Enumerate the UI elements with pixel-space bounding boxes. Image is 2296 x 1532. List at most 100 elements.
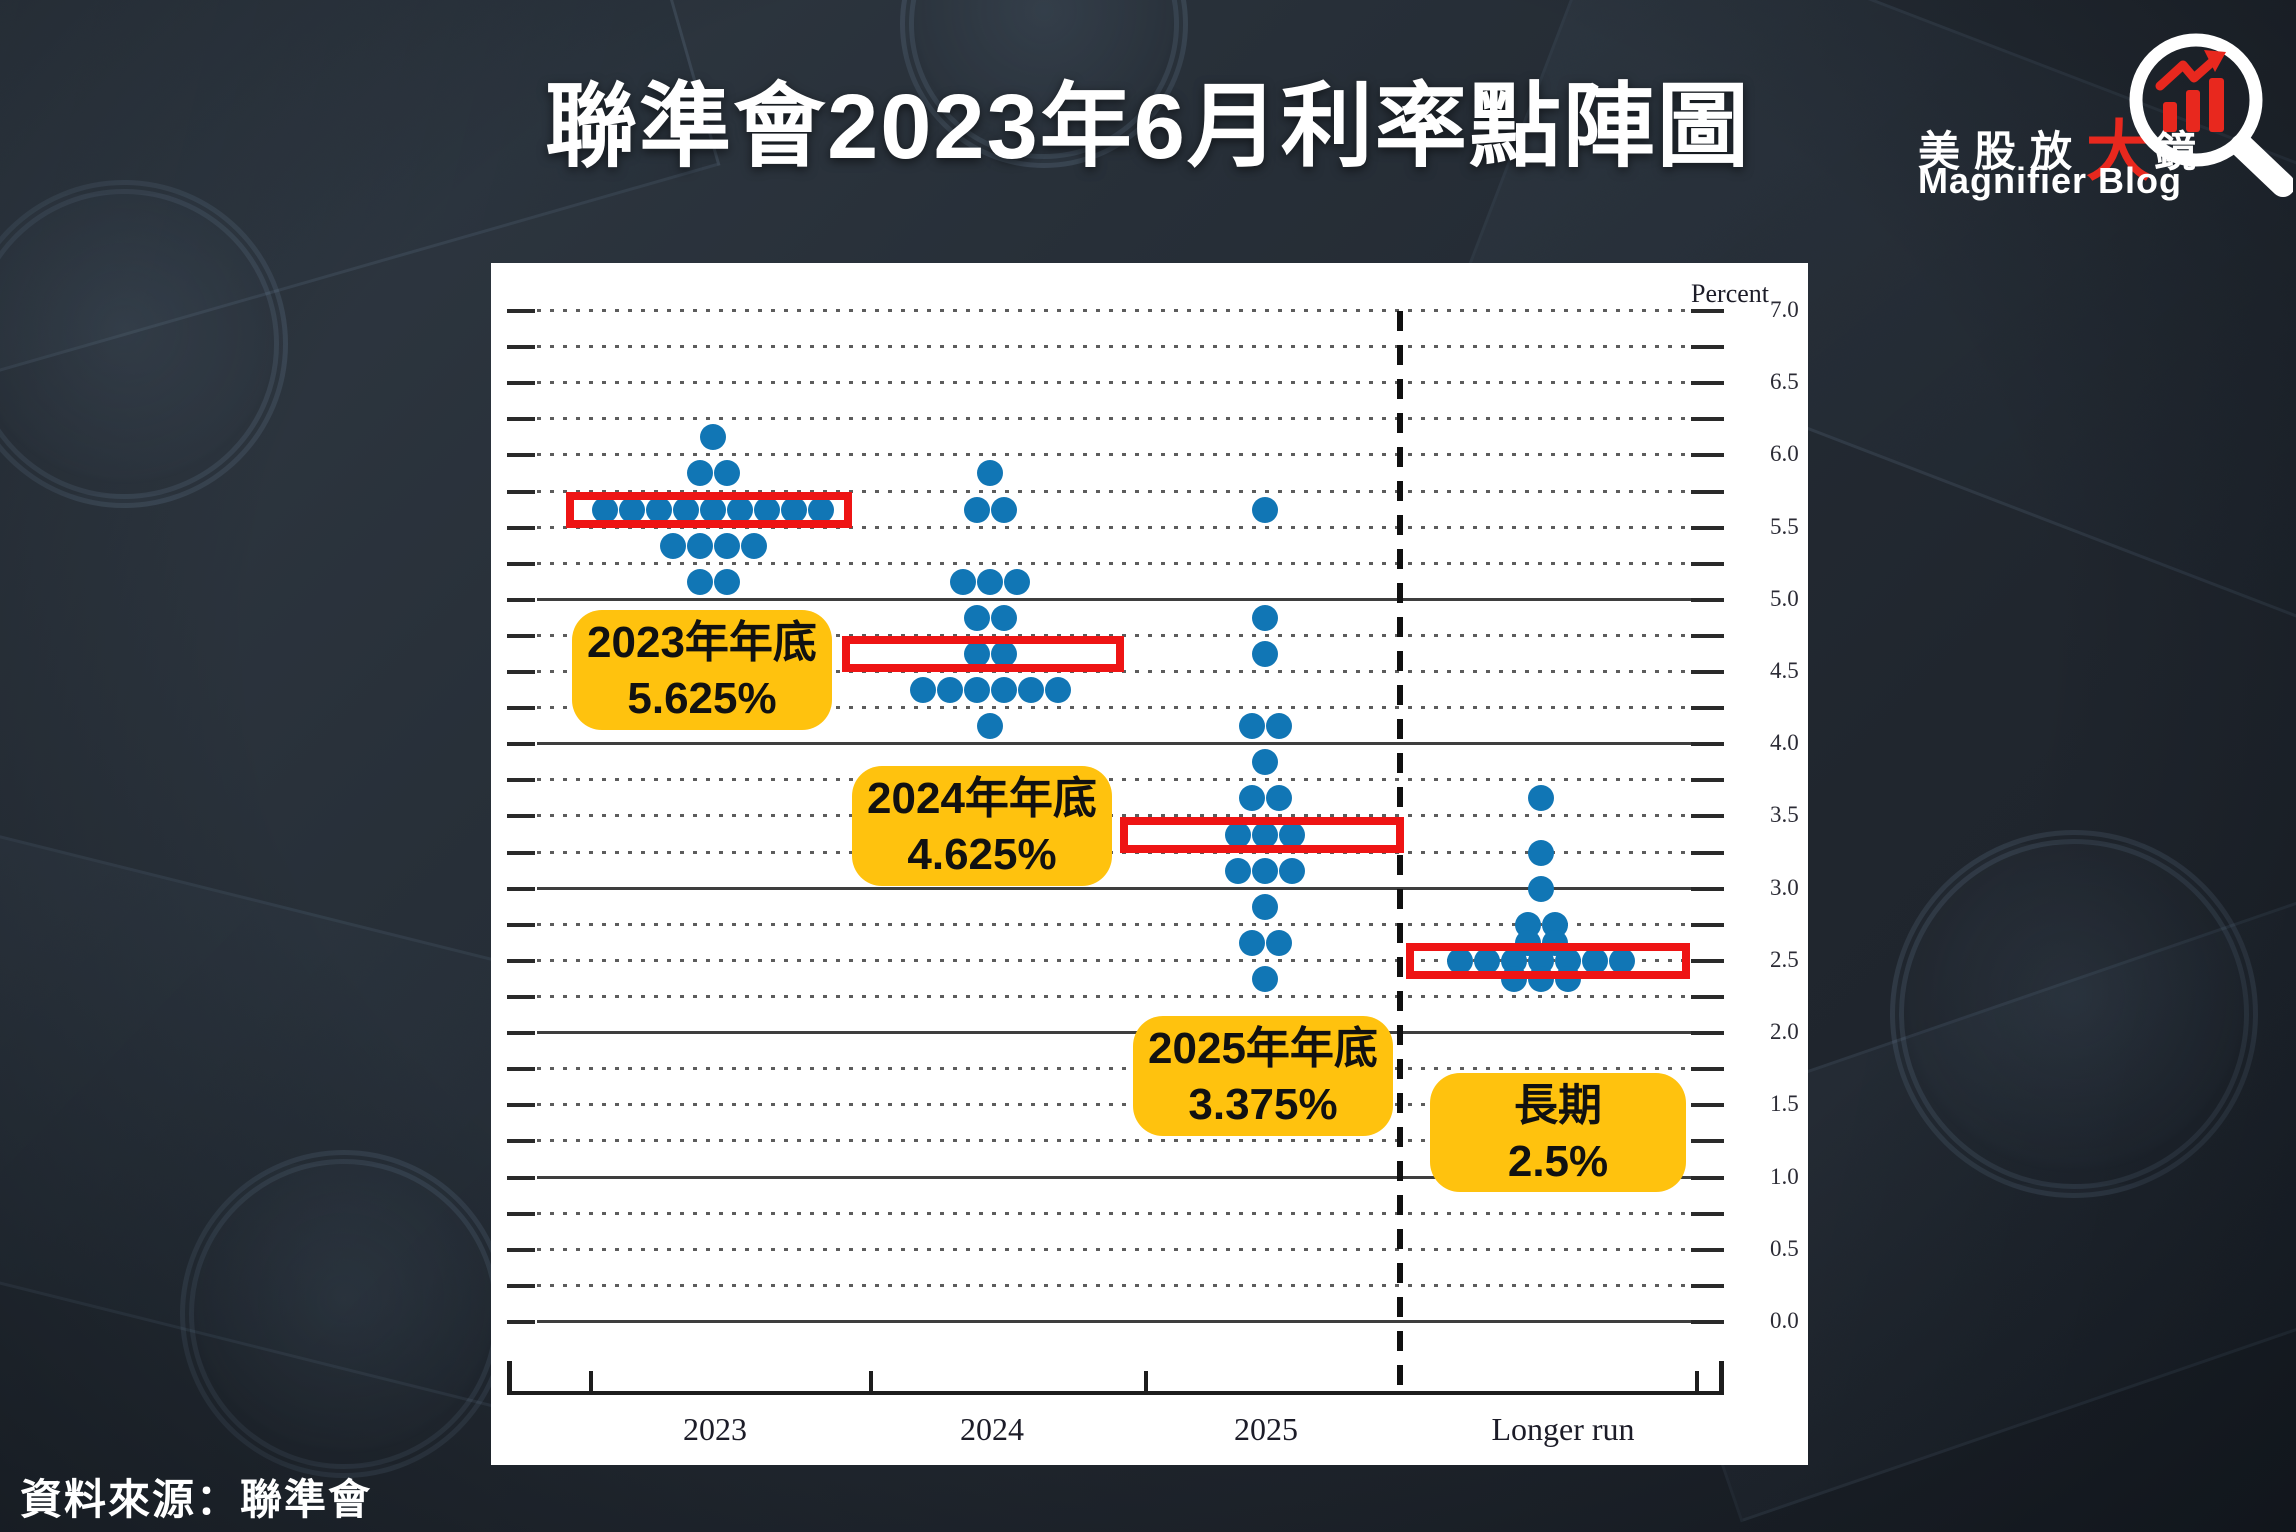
x-axis-label: Longer run bbox=[1491, 1411, 1635, 1447]
x-axis-end-tick bbox=[1719, 1361, 1724, 1391]
callout: 2025年年底 3.375% bbox=[1133, 1016, 1393, 1136]
dot bbox=[1252, 893, 1278, 920]
x-axis-label: 2024 bbox=[960, 1411, 1024, 1447]
brand-logo: 美股放大鏡 Magnifier Blog bbox=[1918, 20, 2293, 220]
dot bbox=[1528, 785, 1554, 812]
dot bbox=[963, 641, 990, 667]
dot bbox=[1265, 785, 1292, 812]
dot bbox=[1528, 875, 1554, 902]
dot-plot-panel: Percent 7.0 6.5 6.0 5.5 5.0 4.5 4.0 3.5 3.0 2.5 2.… bbox=[491, 263, 1808, 1465]
dot bbox=[646, 496, 672, 523]
dot bbox=[990, 604, 1017, 631]
dot bbox=[673, 496, 699, 523]
dot bbox=[1501, 965, 1527, 992]
y-tick-label: 2.5 bbox=[1770, 946, 1799, 972]
gridline bbox=[507, 525, 1724, 530]
dot bbox=[1252, 965, 1278, 992]
dot bbox=[977, 568, 1003, 595]
dot bbox=[1265, 929, 1292, 956]
y-tick-label: 1.0 bbox=[1770, 1163, 1799, 1189]
dot bbox=[990, 496, 1017, 523]
gridline bbox=[507, 886, 1724, 891]
dot bbox=[990, 641, 1017, 667]
callout-line1: 長期 bbox=[1514, 1081, 1602, 1130]
y-tick-label: 6.0 bbox=[1770, 441, 1799, 467]
dot bbox=[936, 677, 963, 704]
dot bbox=[963, 677, 990, 704]
dot bbox=[1044, 677, 1071, 704]
y-tick-label: 4.5 bbox=[1770, 658, 1799, 684]
y-tick-label: 3.0 bbox=[1770, 874, 1799, 900]
gridline bbox=[507, 1283, 1724, 1288]
gridline bbox=[507, 995, 1724, 1000]
gridline bbox=[507, 1320, 1724, 1324]
y-tick-label: 2.0 bbox=[1770, 1019, 1799, 1045]
median-box bbox=[1120, 816, 1404, 853]
dot bbox=[1555, 965, 1581, 992]
dot bbox=[1252, 604, 1278, 631]
y-tick-label: 0.5 bbox=[1770, 1235, 1799, 1261]
y-tick-label: 5.0 bbox=[1770, 585, 1799, 611]
dot bbox=[686, 568, 713, 595]
y-tick-label: 4.0 bbox=[1770, 730, 1799, 756]
dot bbox=[686, 532, 713, 559]
dot bbox=[1279, 857, 1305, 884]
gridline bbox=[507, 1175, 1724, 1180]
callout-value: 5.625% bbox=[627, 674, 777, 723]
dot bbox=[1265, 713, 1292, 740]
dot bbox=[1252, 857, 1278, 884]
dot bbox=[1017, 677, 1044, 704]
dot bbox=[700, 424, 726, 451]
gridline bbox=[507, 1139, 1724, 1144]
magnifier-chart-icon bbox=[2129, 33, 2293, 197]
gridline bbox=[507, 633, 1724, 638]
dot bbox=[659, 532, 686, 559]
callout: 2024年年底 4.625% bbox=[852, 766, 1112, 886]
brand-name-en: Magnifier Blog bbox=[1918, 160, 2182, 201]
dot bbox=[1447, 947, 1473, 974]
dot bbox=[808, 496, 834, 523]
callout-line1: 2025年年底 bbox=[1148, 1024, 1378, 1073]
dot bbox=[713, 460, 740, 487]
dot bbox=[1609, 947, 1635, 974]
x-axis-tick bbox=[1695, 1371, 1699, 1391]
gridline bbox=[507, 778, 1724, 783]
gridline bbox=[507, 706, 1724, 711]
callout-value: 3.375% bbox=[1188, 1080, 1338, 1129]
gridline bbox=[507, 1247, 1724, 1252]
gridline bbox=[507, 308, 1724, 313]
dot bbox=[1582, 947, 1608, 974]
dot bbox=[754, 496, 780, 523]
dot bbox=[727, 496, 753, 523]
x-axis-tick bbox=[589, 1371, 593, 1391]
dot bbox=[1252, 821, 1278, 848]
dot bbox=[1252, 641, 1278, 667]
dot bbox=[592, 496, 618, 523]
dot bbox=[977, 713, 1003, 740]
gridline bbox=[507, 417, 1724, 422]
gridline bbox=[507, 1103, 1724, 1108]
gridline bbox=[507, 345, 1724, 350]
y-tick-label: 3.5 bbox=[1770, 802, 1799, 828]
callout: 長期 2.5% bbox=[1430, 1073, 1686, 1192]
gridline bbox=[507, 922, 1724, 927]
x-axis-end-tick bbox=[507, 1361, 512, 1391]
brand-zh-prefix: 美股放 bbox=[1918, 128, 2087, 175]
dot bbox=[963, 496, 990, 523]
dot bbox=[1279, 821, 1305, 848]
callout-value: 4.625% bbox=[907, 830, 1057, 879]
dot bbox=[1238, 929, 1265, 956]
y-axis-title: Percent bbox=[1691, 279, 1769, 308]
median-box bbox=[566, 491, 852, 528]
gridline bbox=[507, 958, 1724, 963]
y-tick-label: 6.5 bbox=[1770, 369, 1799, 395]
dot bbox=[990, 677, 1017, 704]
dot bbox=[950, 568, 976, 595]
dot bbox=[1225, 821, 1251, 848]
dot bbox=[1474, 947, 1500, 974]
gridline bbox=[507, 561, 1724, 566]
page-title: 聯準會2023年6月利率點陣圖 bbox=[545, 76, 1751, 178]
dot bbox=[1004, 568, 1030, 595]
gridline bbox=[507, 597, 1724, 602]
